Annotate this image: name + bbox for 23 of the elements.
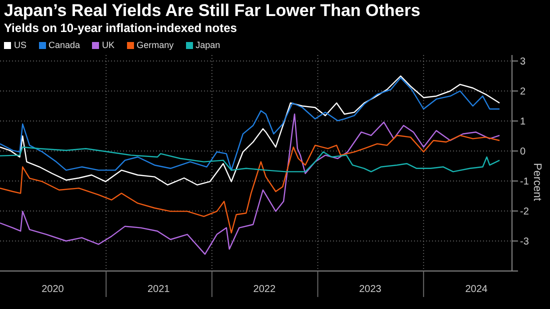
- x-tick-label: 2021: [147, 284, 170, 295]
- legend-label: UK: [101, 40, 115, 50]
- y-tick-label: -1: [520, 176, 530, 188]
- line-series: [0, 114, 500, 255]
- line-series: [0, 146, 500, 172]
- x-tick-label: 2020: [42, 284, 64, 295]
- line-series: [0, 134, 500, 234]
- legend-label: Canada: [48, 40, 80, 50]
- y-tick-label: 1: [520, 116, 526, 128]
- y-axis-title: Percent: [531, 163, 544, 201]
- x-tick-label: 2023: [359, 284, 382, 295]
- chart-title: Japan’s Real Yields Are Still Far Lower Than Others: [4, 1, 420, 21]
- y-tick-label: 3: [520, 56, 526, 68]
- legend-label: Germany: [136, 40, 174, 50]
- y-tick-label: 2: [520, 86, 526, 98]
- legend-label: US: [13, 40, 27, 50]
- x-tick-label: 2024: [465, 284, 488, 295]
- legend-label: Japan: [194, 40, 220, 50]
- y-tick-label: -2: [520, 206, 530, 218]
- x-tick-label: 2022: [253, 284, 276, 295]
- y-tick-label: 0: [520, 146, 526, 158]
- chart-subtitle: Yields on 10-year inflation-indexed notes: [4, 21, 237, 35]
- y-tick-label: -3: [520, 236, 530, 248]
